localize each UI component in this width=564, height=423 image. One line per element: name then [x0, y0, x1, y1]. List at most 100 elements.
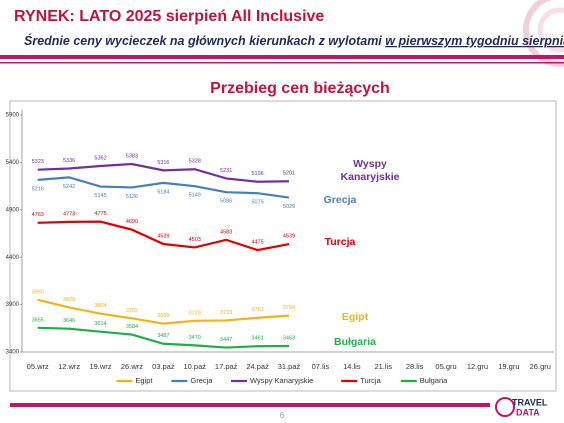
data-label: 3646 [63, 318, 75, 324]
data-label: 5145 [94, 193, 106, 199]
chart-title: Przebieg cen bieżących [210, 80, 390, 97]
data-label: 3461 [251, 336, 263, 342]
legend-label: Wyspy Kanaryjskie [250, 376, 313, 385]
data-label: 4539 [157, 233, 169, 239]
x-tick-label: 17.paź [215, 362, 238, 371]
data-label: 3755 [126, 308, 138, 314]
data-label: 4763 [32, 212, 44, 218]
slide-subtitle: Średnie ceny wycieczek na głównych kieru… [24, 33, 564, 48]
data-label: 3804 [94, 303, 106, 309]
data-label: 5075 [251, 200, 263, 206]
series-annotation: Bułgaria [333, 336, 376, 348]
data-label: 4475 [251, 240, 263, 246]
x-tick-label: 12.wrz [58, 362, 80, 371]
subtitle-underlined: w pierwszym tygodniu sierpnia [385, 34, 564, 48]
chart-frame [9, 100, 557, 392]
logo-text: TRAVEL [512, 397, 548, 407]
data-label: 5362 [94, 155, 106, 161]
x-tick-label: 21.lis [374, 362, 392, 371]
y-tick-label: 3400 [6, 350, 20, 356]
data-label: 3733 [220, 310, 232, 316]
data-label: 3584 [126, 324, 138, 330]
data-label: 5383 [126, 153, 138, 159]
x-tick-label: 26.gru [530, 362, 551, 371]
data-label: 3655 [32, 317, 44, 323]
data-label: 4583 [220, 229, 232, 235]
data-label: 5242 [63, 184, 75, 190]
x-tick-label: 26.wrz [121, 362, 143, 371]
x-tick-label: 19.gru [498, 362, 519, 371]
x-tick-label: 28.lis [406, 362, 424, 371]
data-label: 3614 [94, 321, 106, 327]
header-bar [0, 55, 564, 59]
series-annotation: Egipt [341, 311, 369, 323]
data-label: 5201 [283, 171, 295, 177]
x-tick-label: 24.paź [246, 362, 269, 371]
legend-label: Bułgaria [420, 376, 448, 385]
decoration [523, 0, 564, 67]
data-label: 4503 [189, 237, 201, 243]
data-label: 5136 [126, 194, 138, 200]
data-label: 3761 [251, 307, 263, 313]
legend-label: Grecja [190, 376, 213, 385]
data-label: 4690 [126, 219, 138, 225]
data-label: 3870 [63, 297, 75, 303]
data-label: 4775 [94, 211, 106, 217]
subtitle-text: Średnie ceny wycieczek na głównych kieru… [24, 33, 382, 48]
data-label: 3463 [283, 335, 295, 341]
series-annotation: Wyspy Kanaryjskie [340, 158, 400, 183]
data-label: 3729 [189, 310, 201, 316]
footer-bar [10, 403, 490, 407]
decoration [537, 7, 564, 53]
series-annotation: Turcja [324, 236, 356, 248]
series-line [37, 162, 290, 183]
x-tick-label: 19.wrz [89, 362, 111, 371]
x-tick-label: 10.paź [183, 362, 206, 371]
y-tick-label: 4400 [6, 255, 20, 261]
logo-icon [495, 397, 515, 417]
data-label: 3950 [32, 289, 44, 295]
x-tick-label: 05.wrz [27, 362, 49, 371]
x-tick-label: 12.gru [467, 362, 488, 371]
data-label: 5316 [157, 160, 169, 166]
data-label: 5029 [283, 204, 295, 210]
data-label: 5184 [157, 189, 169, 195]
x-tick-label: 31.paź [278, 362, 301, 371]
data-label: 5231 [220, 168, 232, 174]
data-label: 3487 [157, 333, 169, 339]
data-label: 5196 [251, 171, 263, 177]
data-label: 5149 [189, 193, 201, 199]
data-label: 3699 [157, 313, 169, 319]
x-tick-label: 07.lis [312, 362, 330, 371]
x-tick-label: 03.paź [152, 362, 175, 371]
series-line [37, 176, 290, 199]
data-label: 3447 [220, 337, 232, 343]
series-annotation: Grecja [323, 194, 357, 206]
y-tick-label: 3900 [6, 302, 20, 308]
y-tick-label: 5400 [6, 160, 20, 166]
header-line [0, 62, 564, 64]
logo-text: DATA [516, 407, 540, 417]
page-number: 6 [280, 411, 285, 420]
slide-title: RYNEK: LATO 2025 sierpień All Inclusive [14, 8, 324, 25]
y-tick-label: 4900 [6, 207, 20, 213]
y-tick-label: 5900 [6, 113, 20, 119]
series-line [37, 326, 290, 349]
legend-label: Egipt [135, 376, 153, 385]
data-label: 5216 [32, 186, 44, 192]
series-line [37, 298, 290, 325]
series-line [37, 220, 290, 252]
legend-label: Turcja [360, 376, 381, 385]
data-label: 5328 [189, 159, 201, 165]
data-label: 5336 [63, 158, 75, 164]
data-label: 5323 [32, 159, 44, 165]
data-label: 5086 [220, 199, 232, 205]
data-label: 4773 [63, 211, 75, 217]
data-label: 3470 [189, 335, 201, 341]
data-label: 3784 [283, 305, 295, 311]
x-tick-label: 05.gru [435, 362, 456, 371]
x-tick-label: 14.lis [343, 362, 361, 371]
data-label: 4539 [283, 233, 295, 239]
